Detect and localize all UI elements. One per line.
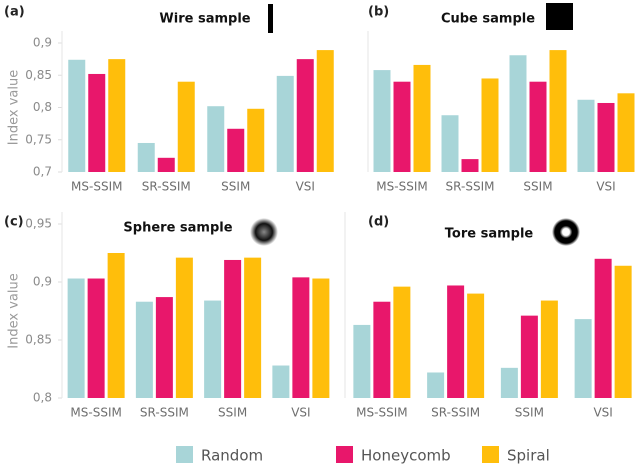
y-tick-label: 0,8: [33, 391, 52, 405]
x-tick-label: VSI: [596, 180, 615, 194]
bar: [67, 278, 85, 398]
x-tick-label: SSIM: [515, 406, 544, 420]
bar: [540, 300, 558, 398]
bar: [594, 258, 612, 398]
legend-label: Spiral: [507, 447, 550, 465]
x-tick-label: SR-SSIM: [431, 406, 480, 420]
y-tick-label: 0,9: [33, 36, 52, 50]
x-tick-label: SR-SSIM: [446, 180, 495, 194]
x-tick-label: SSIM: [221, 180, 250, 194]
bar: [227, 128, 245, 172]
legend-label: Honeycomb: [361, 447, 451, 465]
panel-label: (d): [368, 215, 389, 230]
x-tick-label: MS-SSIM: [71, 180, 122, 194]
bar: [88, 73, 106, 172]
bar: [87, 278, 105, 398]
tore-icon: [552, 218, 580, 246]
bar: [597, 102, 615, 172]
bar: [500, 367, 518, 398]
bar: [276, 75, 294, 172]
bar: [108, 59, 126, 172]
sphere-icon: [250, 218, 278, 246]
bar: [157, 157, 175, 172]
bar: [175, 257, 193, 398]
bar: [577, 99, 595, 172]
x-tick-label: VSI: [593, 406, 612, 420]
bar: [441, 115, 459, 172]
cube-icon: [546, 3, 573, 30]
bar: [224, 259, 242, 398]
legend-swatch: [336, 446, 353, 463]
bar: [316, 50, 334, 172]
panel-title: Cube sample: [441, 12, 535, 27]
x-tick-label: SSIM: [523, 180, 552, 194]
bar: [529, 81, 547, 172]
bar: [447, 285, 465, 398]
bar: [467, 293, 485, 398]
legend-swatch: [176, 446, 193, 463]
bar: [204, 300, 222, 398]
y-axis-label: Index value: [7, 70, 22, 145]
y-tick-label: 0,7: [33, 165, 52, 179]
x-tick-label: SR-SSIM: [140, 406, 189, 420]
x-tick-label: SR-SSIM: [142, 180, 191, 194]
panel-label: (b): [368, 5, 389, 20]
x-tick-label: SSIM: [218, 406, 247, 420]
panel-label: (c): [4, 215, 24, 230]
panel-title: Sphere sample: [123, 221, 232, 236]
bar: [373, 70, 391, 172]
bar: [481, 78, 499, 172]
bar: [393, 81, 411, 172]
bar: [509, 55, 527, 172]
bar: [207, 106, 225, 172]
y-tick-label: 0,85: [25, 333, 52, 347]
y-tick-label: 0,85: [25, 68, 52, 82]
y-tick-label: 0,75: [25, 132, 52, 146]
legend-label: Random: [201, 447, 263, 465]
bar: [296, 59, 314, 172]
bar: [312, 278, 330, 398]
bar: [137, 142, 155, 172]
bar: [373, 301, 391, 398]
bar: [68, 59, 86, 172]
panel-title: Tore sample: [445, 227, 534, 242]
bar: [107, 253, 125, 398]
y-tick-label: 0,9: [33, 275, 52, 289]
bar: [413, 64, 431, 172]
bar: [393, 286, 411, 398]
x-tick-label: VSI: [296, 180, 315, 194]
bar: [617, 93, 635, 172]
legend-swatch: [482, 446, 499, 463]
bar: [427, 372, 445, 398]
bar: [353, 324, 371, 398]
wire-icon: [268, 4, 273, 33]
x-tick-label: MS-SSIM: [356, 406, 407, 420]
bar: [155, 297, 173, 398]
y-tick-label: 0,8: [33, 100, 52, 114]
bar: [614, 265, 632, 398]
bar: [135, 301, 153, 398]
y-axis-label: Index value: [7, 273, 22, 348]
bar: [549, 50, 567, 172]
bar: [272, 365, 290, 398]
panel-title: Wire sample: [159, 12, 250, 27]
bar: [247, 108, 265, 172]
bar: [292, 277, 310, 398]
x-tick-label: MS-SSIM: [376, 180, 427, 194]
bar: [520, 315, 538, 398]
x-tick-label: MS-SSIM: [70, 406, 121, 420]
bar: [461, 159, 479, 172]
bar: [244, 257, 262, 398]
x-tick-label: VSI: [291, 406, 310, 420]
bar: [177, 81, 195, 172]
panel-label: (a): [4, 5, 25, 20]
y-tick-label: 0,95: [25, 217, 52, 231]
bar: [574, 319, 592, 398]
